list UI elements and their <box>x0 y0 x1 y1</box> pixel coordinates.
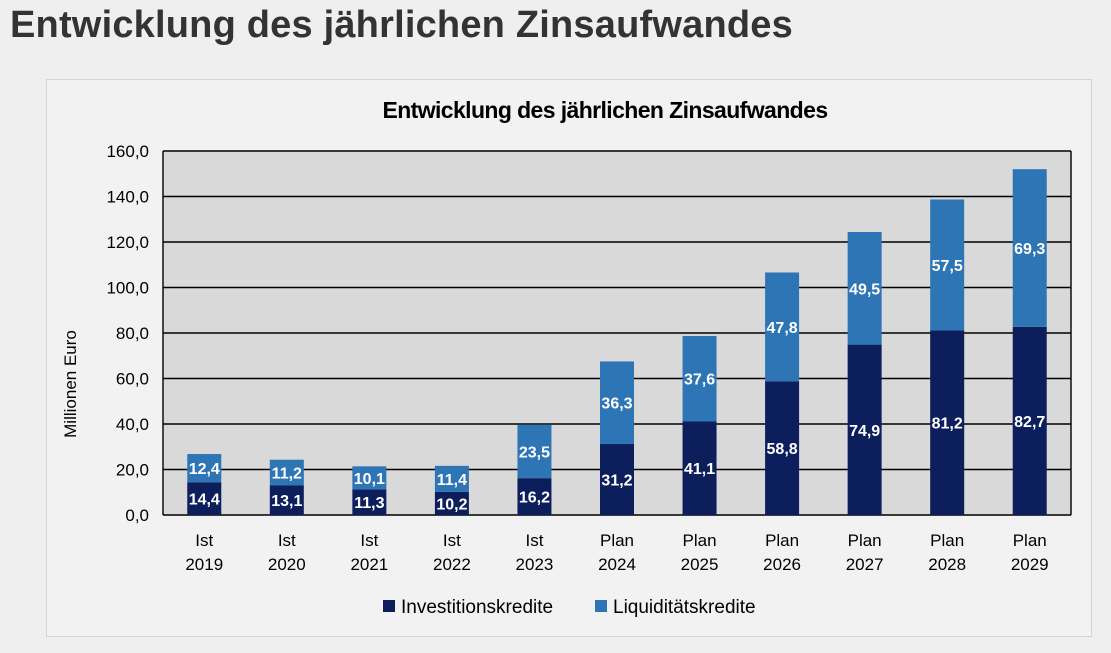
y-tick-label: 0,0 <box>125 506 149 525</box>
bar-investitionskredite <box>847 344 882 515</box>
bar-investitionskredite <box>765 381 800 515</box>
x-tick-label-type: Plan <box>1013 531 1047 550</box>
legend-swatch <box>383 600 395 612</box>
x-tick-label-year: 2027 <box>846 555 884 574</box>
y-axis-ticks: 0,0 20,0 40,0 60,0 80,0 100,0 120,0 140,0 160,0 <box>106 142 149 525</box>
bar-liquiditaetskredite <box>269 459 304 486</box>
bar-value-label: 81,2 <box>932 416 963 433</box>
y-tick-label: 120,0 <box>106 233 149 252</box>
bar-investitionskredite <box>930 330 965 515</box>
x-tick-label-type: Ist <box>525 531 543 550</box>
bar-liquiditaetskredite <box>765 272 800 382</box>
x-tick-label-year: 2020 <box>268 555 306 574</box>
y-tick-label: 100,0 <box>106 279 149 298</box>
bar-value-label: 57,5 <box>932 258 963 275</box>
x-tick-label-year: 2019 <box>185 555 223 574</box>
bar-investitionskredite <box>682 421 717 515</box>
y-tick-label: 160,0 <box>106 142 149 161</box>
y-tick-label: 20,0 <box>116 461 149 480</box>
x-tick-label-type: Ist <box>443 531 461 550</box>
bar-investitionskredite <box>600 444 634 515</box>
bar-investitionskredite <box>269 485 304 515</box>
x-tick-label-type: Plan <box>600 531 634 550</box>
legend-label: Investitionskredite <box>401 597 553 618</box>
x-tick-label-type: Plan <box>848 531 882 550</box>
bar-value-label: 31,2 <box>601 473 632 490</box>
bar-value-label: 11,4 <box>437 472 467 489</box>
bar-investitionskredite <box>517 478 552 515</box>
bar-value-label: 36,3 <box>601 396 632 413</box>
y-tick-label: 80,0 <box>116 324 149 343</box>
x-axis-ticks: Ist 2019 Ist 2020 Ist 2021 Ist 2022 Ist 2023 Plan 2… <box>185 531 1048 574</box>
bar-value-label: 11,2 <box>272 465 302 482</box>
bar-investitionskredite <box>352 489 387 515</box>
legend-swatch <box>595 600 607 612</box>
bar-value-label: 11,3 <box>354 495 384 512</box>
bar-investitionskredite <box>187 482 222 515</box>
bar-value-label: 69,3 <box>1014 241 1045 258</box>
y-axis-label: Millionen Euro <box>61 330 80 438</box>
x-tick-label-year: 2028 <box>928 555 966 574</box>
bar-liquiditaetskredite <box>1012 169 1047 327</box>
x-tick-label-type: Ist <box>278 531 296 550</box>
bar-liquiditaetskredite <box>187 454 222 483</box>
bar-investitionskredite <box>1012 326 1047 515</box>
x-tick-label-year: 2021 <box>350 555 388 574</box>
bar-liquiditaetskredite <box>352 466 387 490</box>
bar-liquiditaetskredite <box>847 231 882 345</box>
bar-value-label: 13,1 <box>271 493 302 510</box>
x-tick-label-year: 2024 <box>598 555 636 574</box>
bar-value-label: 23,5 <box>519 444 550 461</box>
bar-liquiditaetskredite <box>682 335 717 422</box>
bar-value-label: 41,1 <box>684 461 715 478</box>
bar-liquiditaetskredite <box>930 199 965 331</box>
bar-value-label: 14,4 <box>189 492 220 509</box>
y-tick-label: 140,0 <box>106 188 149 207</box>
y-tick-label: 40,0 <box>116 415 149 434</box>
bar-value-label: 58,8 <box>767 441 798 458</box>
bar-value-label: 12,4 <box>189 461 220 478</box>
bars: 14,4 12,4 13,1 11,2 11,3 10,1 10,2 11,4 16,2 23,5… <box>187 169 1047 515</box>
x-tick-label-type: Plan <box>765 531 799 550</box>
bar-value-label: 82,7 <box>1014 414 1045 431</box>
x-tick-label-year: 2023 <box>516 555 554 574</box>
x-tick-label-year: 2029 <box>1011 555 1049 574</box>
bar-investitionskredite <box>434 491 469 515</box>
bar-value-label: 10,1 <box>354 471 385 488</box>
y-tick-label: 60,0 <box>116 370 149 389</box>
x-tick-label-year: 2022 <box>433 555 471 574</box>
bar-value-label: 74,9 <box>849 423 880 440</box>
x-tick-label-year: 2025 <box>681 555 719 574</box>
bar-value-label: 37,6 <box>684 372 715 389</box>
bar-value-label: 49,5 <box>849 281 880 298</box>
bar-value-label: 10,2 <box>436 496 467 513</box>
bar-liquiditaetskredite <box>600 361 634 445</box>
bar-liquiditaetskredite <box>434 465 469 492</box>
x-tick-label-type: Ist <box>195 531 213 550</box>
legend-label: Liquiditätskredite <box>613 597 756 618</box>
x-tick-label-type: Plan <box>683 531 717 550</box>
chart-title: Entwicklung des jährlichen Zinsaufwandes <box>382 97 827 123</box>
bar-value-label: 16,2 <box>519 490 550 507</box>
x-tick-label-type: Plan <box>930 531 964 550</box>
bar-value-label: 47,8 <box>767 320 798 337</box>
page-heading: Entwicklung des jährlichen Zinsaufwandes <box>10 4 793 46</box>
legend: Investitionskredite Liquiditätskredite <box>383 597 756 618</box>
bar-liquiditaetskredite <box>517 424 552 479</box>
x-tick-label-type: Ist <box>360 531 378 550</box>
x-tick-label-year: 2026 <box>763 555 801 574</box>
